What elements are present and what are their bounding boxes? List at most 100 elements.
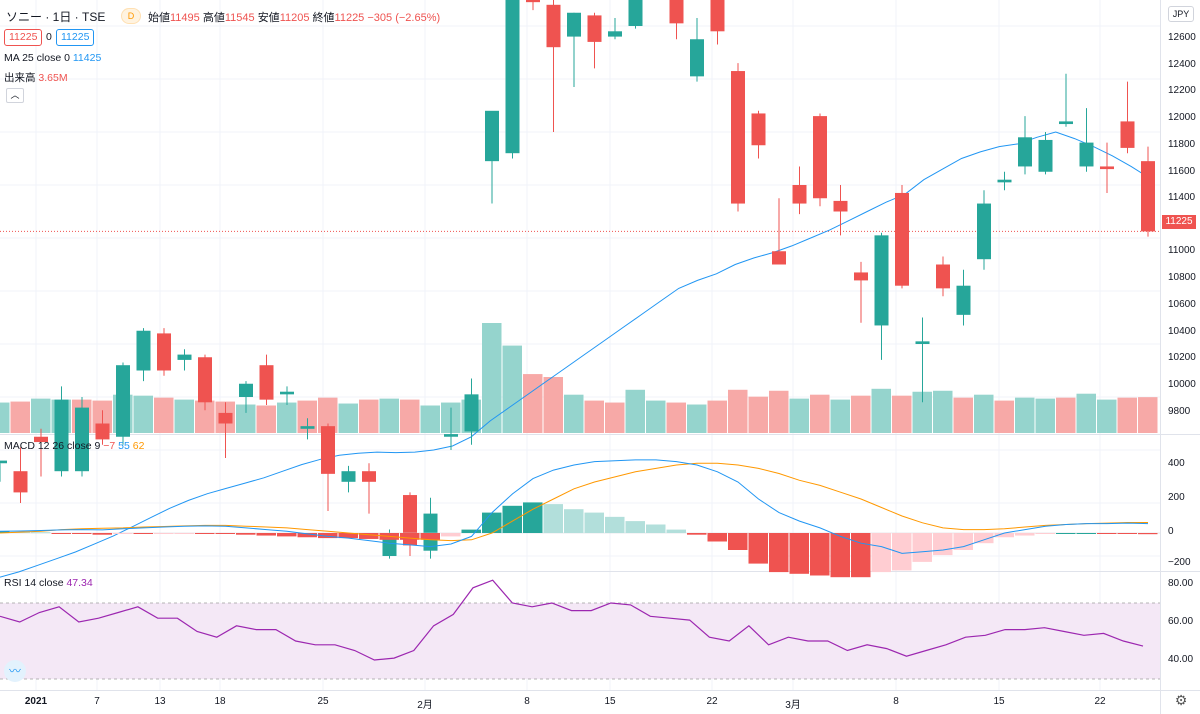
candle-body <box>751 113 766 146</box>
price-tick: 9800 <box>1168 406 1191 417</box>
volume-bar <box>318 397 338 433</box>
macd-histogram-bar <box>92 533 112 535</box>
volume-bar <box>502 345 522 433</box>
candle-body <box>608 31 622 37</box>
candle-body <box>628 0 643 26</box>
ma-label: MA 25 close 0 <box>4 52 70 64</box>
volume-bar <box>297 400 317 433</box>
currency-label: JPY <box>1172 9 1190 19</box>
currency-badge[interactable]: JPY <box>1168 6 1194 22</box>
rsi-label: RSI 14 close <box>4 577 64 589</box>
volume-bar <box>1015 397 1035 433</box>
macd-histogram-bar <box>1117 533 1137 534</box>
macd-histogram-bar <box>420 533 440 540</box>
ma-line <box>0 131 1151 578</box>
macd-histogram-bar <box>502 505 522 533</box>
volume-bar <box>851 395 871 433</box>
symbol-label: ソニー · 1日 · TSE <box>6 10 106 24</box>
volume-bar <box>543 377 563 433</box>
macd-histogram-bar <box>543 504 563 533</box>
candle-body <box>341 471 356 482</box>
ma-legend[interactable]: MA 25 close 0 11425 <box>4 52 101 64</box>
price-tick: 12000 <box>1168 112 1196 123</box>
macd-histogram-bar <box>51 533 71 534</box>
candle-body <box>34 436 48 443</box>
macd-tick: 400 <box>1168 458 1185 469</box>
candle-body <box>54 399 69 472</box>
tradingview-logo[interactable]: 〰 <box>4 660 26 682</box>
volume-legend[interactable]: 出来高 3.65M <box>4 70 68 85</box>
price-tick: 12600 <box>1168 32 1196 43</box>
macd-label: MACD 12 26 close 9 <box>4 440 101 452</box>
candle-body <box>1141 161 1155 232</box>
volume-bar <box>605 402 625 433</box>
macd-histogram-bar <box>1035 533 1055 534</box>
price-tick: 10400 <box>1168 326 1196 337</box>
volume-bar <box>256 405 276 433</box>
macd-histogram-bar <box>215 533 235 534</box>
candle-body <box>669 0 684 24</box>
macd-histogram-bar <box>133 533 153 534</box>
time-tick: 22 <box>706 696 718 707</box>
macd-histogram-bar <box>933 533 953 556</box>
macd-histogram-bar <box>953 533 973 550</box>
macd-histogram-bar <box>318 533 338 539</box>
volume-bar <box>236 404 256 433</box>
macd-histogram-bar <box>441 533 461 537</box>
price-tick: 11000 <box>1168 245 1196 256</box>
macd-histogram-bar <box>523 502 543 533</box>
volume-label: 出来高 <box>4 72 36 84</box>
last-price-badge: 11225 <box>1162 215 1196 229</box>
candle-body <box>280 391 294 395</box>
macd-histogram-bar <box>728 533 748 550</box>
candle-body <box>157 333 171 371</box>
macd-histogram-bar <box>912 533 932 562</box>
macd-legend[interactable]: MACD 12 26 close 9 −7 55 62 <box>4 440 144 452</box>
macd-hist-value: −7 <box>103 440 116 452</box>
volume-bar <box>10 401 30 433</box>
volume-value: 3.65M <box>38 72 68 84</box>
bid-box[interactable]: 11225 <box>4 29 43 46</box>
candle-body <box>997 179 1012 183</box>
settings-button[interactable]: ⚙ <box>1173 692 1189 708</box>
candle-body <box>1038 139 1053 172</box>
price-tick: 11800 <box>1168 139 1196 150</box>
candle-body <box>772 251 786 265</box>
macd-histogram-bar <box>564 509 584 533</box>
macd-histogram-bar <box>359 533 379 539</box>
candle-body <box>936 264 950 289</box>
candle-body <box>546 4 561 48</box>
macd-line-value: 55 <box>118 440 130 452</box>
high-label: 高値 <box>202 12 225 24</box>
rsi-band <box>0 603 1160 679</box>
rsi-tick: 60.00 <box>1168 616 1194 627</box>
volume-bar <box>0 402 10 433</box>
volume-bar <box>892 395 912 433</box>
candle-body <box>977 203 991 260</box>
macd-histogram-bar <box>31 532 51 534</box>
low-value: 11205 <box>279 12 310 24</box>
macd-histogram-bar <box>482 512 502 533</box>
time-tick: 18 <box>214 696 226 707</box>
time-tick: 3月 <box>785 700 801 711</box>
symbol-title[interactable]: ソニー · 1日 · TSE <box>6 8 105 25</box>
candle-body <box>710 0 725 32</box>
macd-histogram-bar <box>1097 533 1117 534</box>
candle-body <box>1079 142 1094 167</box>
interval-badge[interactable]: D <box>121 8 141 24</box>
volume-bar <box>789 398 809 433</box>
candle-body <box>218 412 233 424</box>
candle-body <box>874 235 889 326</box>
ask-value: 11225 <box>61 31 90 43</box>
time-tick: 15 <box>604 696 616 707</box>
rsi-line <box>0 579 1144 661</box>
macd-histogram-bar <box>646 524 666 533</box>
macd-line <box>0 459 1149 554</box>
rsi-legend[interactable]: RSI 14 close 47.34 <box>4 577 93 589</box>
volume-bar <box>687 404 707 433</box>
macd-histogram-bar <box>277 533 297 537</box>
ask-box[interactable]: 11225 <box>56 29 95 46</box>
collapse-legend-button[interactable]: ︿ <box>6 88 24 103</box>
ohlc-readout: 始値11495 高値11545 安値11205 終値11225 −305 (−2… <box>148 9 440 25</box>
